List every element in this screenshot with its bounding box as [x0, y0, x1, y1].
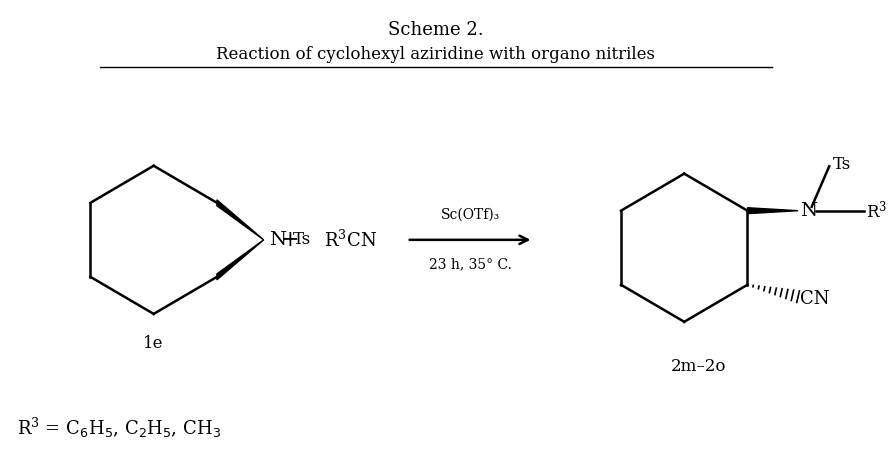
Text: N: N	[800, 202, 817, 220]
Text: 2m–2o: 2m–2o	[671, 358, 726, 375]
Text: CN: CN	[800, 289, 830, 308]
Text: Scheme 2.: Scheme 2.	[388, 21, 484, 39]
Text: 23 h, 35° C.: 23 h, 35° C.	[429, 258, 511, 272]
Text: Sc(OTf)₃: Sc(OTf)₃	[440, 208, 500, 222]
Text: N: N	[268, 231, 285, 249]
Text: $\mathregular{R^3}$: $\mathregular{R^3}$	[866, 200, 887, 222]
Text: $\mathregular{R^3}$ = C$_6$H$_5$, C$_2$H$_5$, CH$_3$: $\mathregular{R^3}$ = C$_6$H$_5$, C$_2$H…	[18, 415, 221, 439]
Polygon shape	[748, 208, 798, 214]
Text: 1e: 1e	[143, 335, 164, 352]
Polygon shape	[217, 200, 264, 240]
Text: Reaction of cyclohexyl aziridine with organo nitriles: Reaction of cyclohexyl aziridine with or…	[217, 46, 656, 63]
Polygon shape	[217, 240, 264, 280]
Text: Ts: Ts	[293, 231, 311, 248]
Text: Ts: Ts	[833, 156, 852, 173]
Text: $\mathregular{R^3}$CN: $\mathregular{R^3}$CN	[324, 229, 377, 251]
Text: +: +	[281, 229, 299, 251]
